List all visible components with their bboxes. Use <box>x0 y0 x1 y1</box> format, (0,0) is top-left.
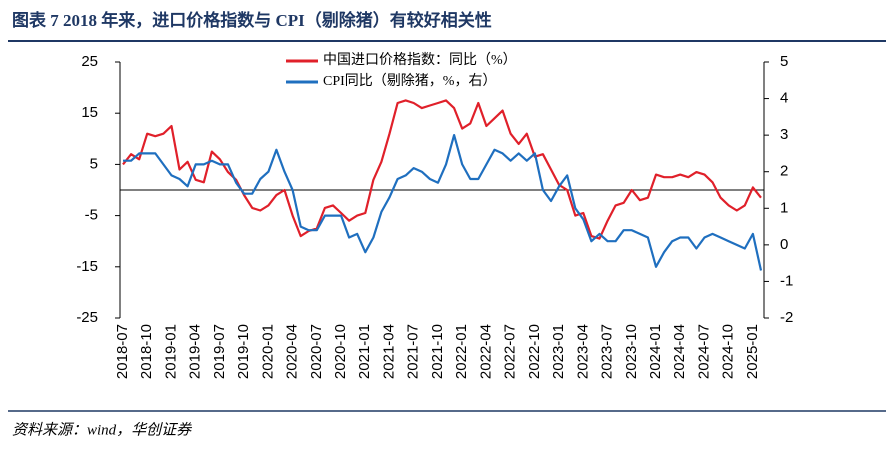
legend-label: CPI同比（剔除猪，%，右） <box>323 73 496 89</box>
y-tick-label: -5 <box>85 207 98 224</box>
x-tick-label: 2020-07 <box>308 324 325 379</box>
x-tick-label: 2021-04 <box>380 324 397 379</box>
x-tick-label: 2024-10 <box>720 324 737 379</box>
x-tick-label: 2020-10 <box>332 324 349 379</box>
x-tick-label: 2022-10 <box>526 324 543 379</box>
x-tick-label: 2023-04 <box>574 324 591 379</box>
y2-tick-label: 2 <box>780 163 788 180</box>
x-tick-label: 2020-04 <box>284 324 301 379</box>
y-tick-label: 15 <box>81 104 98 121</box>
x-tick-label: 2021-01 <box>356 324 373 379</box>
x-tick-label: 2023-07 <box>599 324 616 379</box>
series-line <box>122 99 762 240</box>
x-tick-label: 2023-01 <box>550 324 567 379</box>
x-tick-label: 2023-10 <box>623 324 640 379</box>
x-tick-label: 2019-01 <box>162 324 179 379</box>
x-tick-label: 2019-07 <box>211 324 228 379</box>
y2-tick-label: 4 <box>780 90 788 107</box>
x-tick-label: 2025-01 <box>744 324 761 379</box>
y2-tick-label: 0 <box>780 236 788 253</box>
x-tick-label: 2022-07 <box>502 324 519 379</box>
x-tick-label: 2022-04 <box>477 324 494 379</box>
x-tick-label: 2024-04 <box>671 324 688 379</box>
y2-tick-label: -1 <box>780 272 793 289</box>
y2-tick-label: -2 <box>780 309 793 326</box>
legend-label: 中国进口价格指数：同比（%） <box>323 52 517 68</box>
y-tick-label: -25 <box>76 309 98 326</box>
chart-title: 图表 7 2018 年来，进口价格指数与 CPI（剔除猪）有较好相关性 <box>12 10 492 30</box>
source: 资料来源：wind，华创证券 <box>12 421 192 438</box>
series-line <box>123 134 763 271</box>
x-tick-label: 2019-10 <box>235 324 252 379</box>
y2-tick-label: 3 <box>780 126 788 143</box>
y2-tick-label: 1 <box>780 199 788 216</box>
x-tick-label: 2019-04 <box>187 324 204 379</box>
x-tick-label: 2018-10 <box>138 324 155 379</box>
x-tick-label: 2018-07 <box>114 324 131 379</box>
x-tick-label: 2021-10 <box>429 324 446 379</box>
y-tick-label: -15 <box>76 258 98 275</box>
x-tick-label: 2021-07 <box>405 324 422 379</box>
x-tick-label: 2024-01 <box>647 324 664 379</box>
y-tick-label: 5 <box>90 155 98 172</box>
x-tick-label: 2024-07 <box>695 324 712 379</box>
y2-tick-label: 5 <box>780 53 788 70</box>
x-tick-label: 2020-01 <box>259 324 276 379</box>
x-tick-label: 2022-01 <box>453 324 470 379</box>
y-tick-label: 25 <box>81 53 98 70</box>
